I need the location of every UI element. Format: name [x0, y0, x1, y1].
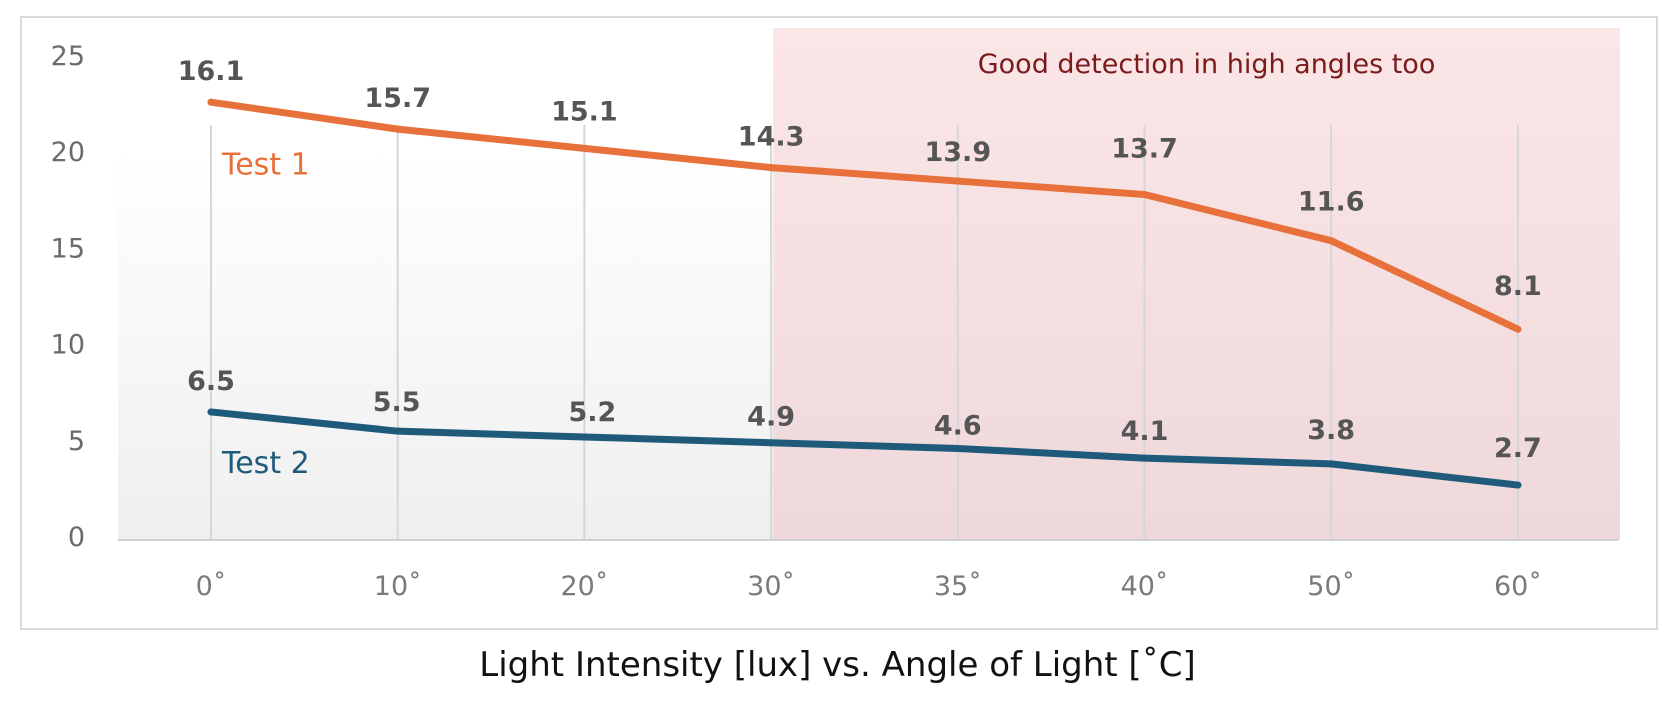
y-tick-label: 0 [68, 522, 85, 553]
data-point [207, 408, 215, 416]
y-tick-label: 25 [51, 41, 85, 72]
data-point [1327, 237, 1335, 245]
x-tick-label: 50˚ [1307, 571, 1355, 602]
series-label-test-1: Test 1 [221, 148, 310, 183]
data-label: 13.9 [924, 137, 991, 168]
x-tick-label: 0˚ [196, 571, 227, 602]
data-label: 13.7 [1111, 134, 1178, 165]
data-point [1141, 454, 1148, 462]
y-tick-label: 20 [51, 137, 85, 168]
data-point [767, 439, 775, 447]
y-tick-label: 5 [68, 426, 85, 457]
data-label: 15.1 [551, 96, 618, 127]
data-labels: 16.1 15.7 15.1 14.3 13.9 13.7 11.6 8.1 6.5 5.5 5.2… [178, 56, 1542, 464]
data-label: 11.6 [1298, 187, 1365, 218]
series-label-test-2: Test 2 [221, 446, 310, 481]
annotation-text: Good detection in high angles too [978, 49, 1436, 80]
data-label: 5.2 [568, 397, 616, 428]
x-tick-label: 40˚ [1121, 571, 1169, 602]
data-label: 16.1 [178, 56, 245, 87]
data-point [580, 144, 588, 152]
data-point [1327, 460, 1335, 468]
data-label: 4.6 [934, 410, 982, 441]
data-point [954, 444, 962, 452]
data-point [954, 177, 962, 185]
annotation-band [773, 28, 1620, 540]
data-point [1141, 191, 1148, 199]
data-point [394, 125, 402, 133]
data-label: 2.7 [1494, 433, 1542, 464]
data-label: 5.5 [373, 387, 421, 418]
x-tick-label: 60˚ [1494, 571, 1542, 602]
y-axis-ticks: 0 5 10 15 20 25 [51, 41, 85, 553]
data-label: 6.5 [187, 366, 235, 397]
data-point [394, 427, 402, 435]
x-tick-label: 20˚ [560, 571, 608, 602]
data-label: 14.3 [738, 122, 805, 153]
series-line-test-2 [207, 408, 1522, 489]
chart-caption: Light Intensity [lux] vs. Angle of Light… [479, 645, 1196, 685]
data-label: 3.8 [1307, 415, 1355, 446]
data-label: 15.7 [364, 83, 431, 114]
x-axis-ticks: 0˚ 10˚ 20˚ 30˚ 35˚ 40˚ 50˚ 60˚ [196, 571, 1542, 602]
gridlines [210, 125, 1519, 540]
data-point [580, 433, 588, 441]
data-point [767, 164, 775, 172]
y-tick-label: 15 [51, 233, 85, 264]
x-tick-label: 10˚ [374, 571, 422, 602]
x-tick-label: 35˚ [934, 571, 982, 602]
series-lines [207, 98, 1522, 489]
data-point [1514, 325, 1522, 333]
data-label: 8.1 [1494, 271, 1542, 302]
series-line-test-1 [207, 98, 1522, 333]
data-label: 4.9 [747, 402, 795, 433]
x-tick-label: 30˚ [747, 571, 795, 602]
data-point [1514, 481, 1522, 489]
data-label: 4.1 [1121, 416, 1169, 447]
y-tick-label: 10 [51, 330, 85, 361]
data-point [207, 98, 215, 106]
